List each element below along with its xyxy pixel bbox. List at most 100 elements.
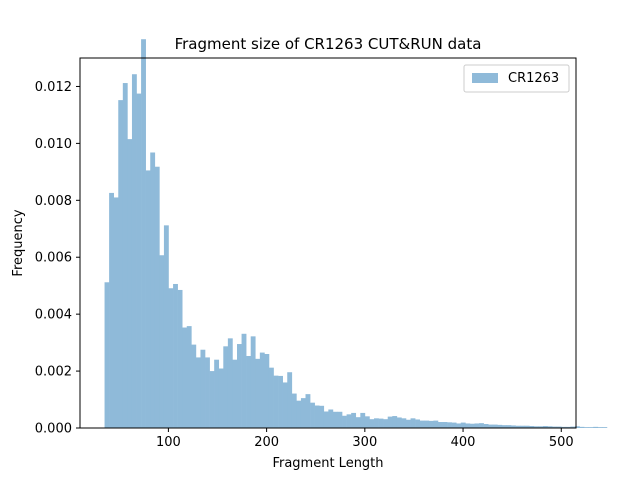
histogram-bar: [479, 423, 484, 428]
histogram-bar: [401, 418, 407, 428]
histogram-bar: [602, 427, 608, 428]
histogram-bar: [574, 426, 580, 428]
histogram-bar: [218, 368, 224, 428]
histogram-bar: [223, 346, 229, 428]
histogram-bar: [433, 420, 439, 428]
y-tick-label: 0.012: [35, 80, 72, 95]
histogram-bar: [515, 425, 521, 428]
histogram-bar: [268, 367, 274, 428]
histogram-bar: [552, 426, 557, 428]
histogram-bar: [300, 398, 306, 428]
legend-box: [463, 64, 570, 93]
histogram-bar: [205, 357, 210, 428]
histogram-bar: [328, 409, 334, 428]
histogram-bar: [442, 422, 448, 428]
histogram-bar: [437, 422, 443, 428]
histogram-bar: [543, 426, 548, 428]
histogram-bar: [369, 419, 375, 428]
histogram-bar: [520, 425, 526, 428]
histogram-bar: [332, 411, 338, 428]
bars-group: [104, 39, 608, 429]
histogram-bar: [497, 424, 503, 428]
histogram-bar: [360, 412, 366, 428]
y-axis-label: Frequency: [11, 209, 26, 276]
histogram-bar: [447, 422, 452, 428]
histogram-bar: [141, 39, 146, 428]
histogram-bar: [127, 139, 133, 428]
histogram-bar: [456, 423, 462, 428]
y-tick-label: 0.000: [35, 422, 72, 437]
histogram-bar: [547, 426, 553, 428]
histogram-bar: [259, 352, 265, 428]
histogram-bar: [159, 255, 165, 428]
histogram-bar: [163, 225, 169, 428]
y-tick-label: 0.002: [35, 365, 72, 380]
plot-frame: [79, 57, 577, 429]
histogram-bar: [287, 372, 293, 428]
histogram-bar: [415, 419, 420, 428]
histogram-bar: [374, 418, 379, 428]
histogram-bar: [323, 411, 329, 428]
histogram-bar: [565, 426, 571, 428]
chart-title: Fragment size of CR1263 CUT&RUN data: [175, 35, 482, 53]
histogram-bar: [255, 358, 261, 428]
histogram-bar: [282, 382, 288, 428]
histogram-bar: [419, 420, 425, 428]
histogram-bar: [250, 336, 256, 428]
histogram-bar: [278, 375, 283, 428]
histogram-bar: [182, 327, 188, 428]
histogram-bar: [186, 326, 192, 428]
histogram-bar: [570, 426, 576, 428]
histogram-bar: [533, 426, 539, 428]
histogram-bar: [209, 371, 215, 428]
histogram-bar: [529, 426, 535, 428]
histogram-bar: [337, 411, 343, 428]
histogram-bar: [173, 283, 178, 428]
x-axis-label: Fragment Length: [272, 456, 383, 471]
histogram-bar: [319, 405, 325, 428]
legend-swatch: [472, 73, 498, 83]
histogram-bar: [424, 420, 430, 428]
histogram-bar: [469, 423, 475, 428]
histogram-bar: [588, 427, 594, 428]
histogram-bar: [104, 282, 110, 428]
histogram-bar: [264, 354, 270, 428]
histogram-bar: [383, 419, 389, 428]
histogram-bar: [378, 418, 384, 428]
histogram-bar: [351, 412, 357, 428]
histogram-bar: [538, 426, 544, 428]
histogram-bar: [113, 197, 119, 428]
histogram-bar: [200, 349, 206, 428]
histogram-bar: [154, 166, 160, 428]
x-tick-label: 100: [156, 435, 181, 450]
histogram-bar: [346, 414, 352, 428]
x-axis-ticks: 100 200 300 400 500: [156, 428, 574, 450]
histogram-bar: [364, 416, 370, 428]
y-axis-ticks: 0.000 0.002 0.004 0.006 0.008 0.010 0.012: [35, 80, 80, 437]
histogram-bar: [305, 394, 311, 428]
histogram-bar: [145, 170, 151, 429]
histogram-bar: [122, 83, 128, 429]
histogram-bar: [296, 400, 302, 428]
histogram-bar: [310, 402, 315, 428]
histogram-bar: [492, 424, 498, 428]
histogram-bar: [465, 423, 471, 428]
histogram-bar: [342, 415, 347, 428]
histogram-bar: [556, 426, 562, 428]
histogram-bar: [396, 417, 402, 428]
histogram-bar: [195, 357, 201, 428]
y-tick-label: 0.006: [35, 251, 72, 266]
histogram-bar: [246, 355, 252, 428]
histogram-bar: [524, 425, 530, 428]
histogram-bar: [579, 426, 585, 428]
histogram-bar: [150, 152, 156, 429]
x-tick-label: 500: [549, 435, 574, 450]
histogram-bar: [241, 333, 247, 428]
histogram-bar: [191, 344, 197, 428]
y-tick-label: 0.004: [35, 308, 72, 323]
histogram-bar: [392, 416, 398, 428]
histogram-bar: [405, 419, 411, 428]
histogram-bar: [584, 427, 589, 428]
legend: CR1263: [463, 64, 570, 93]
x-tick-label: 400: [451, 435, 476, 450]
